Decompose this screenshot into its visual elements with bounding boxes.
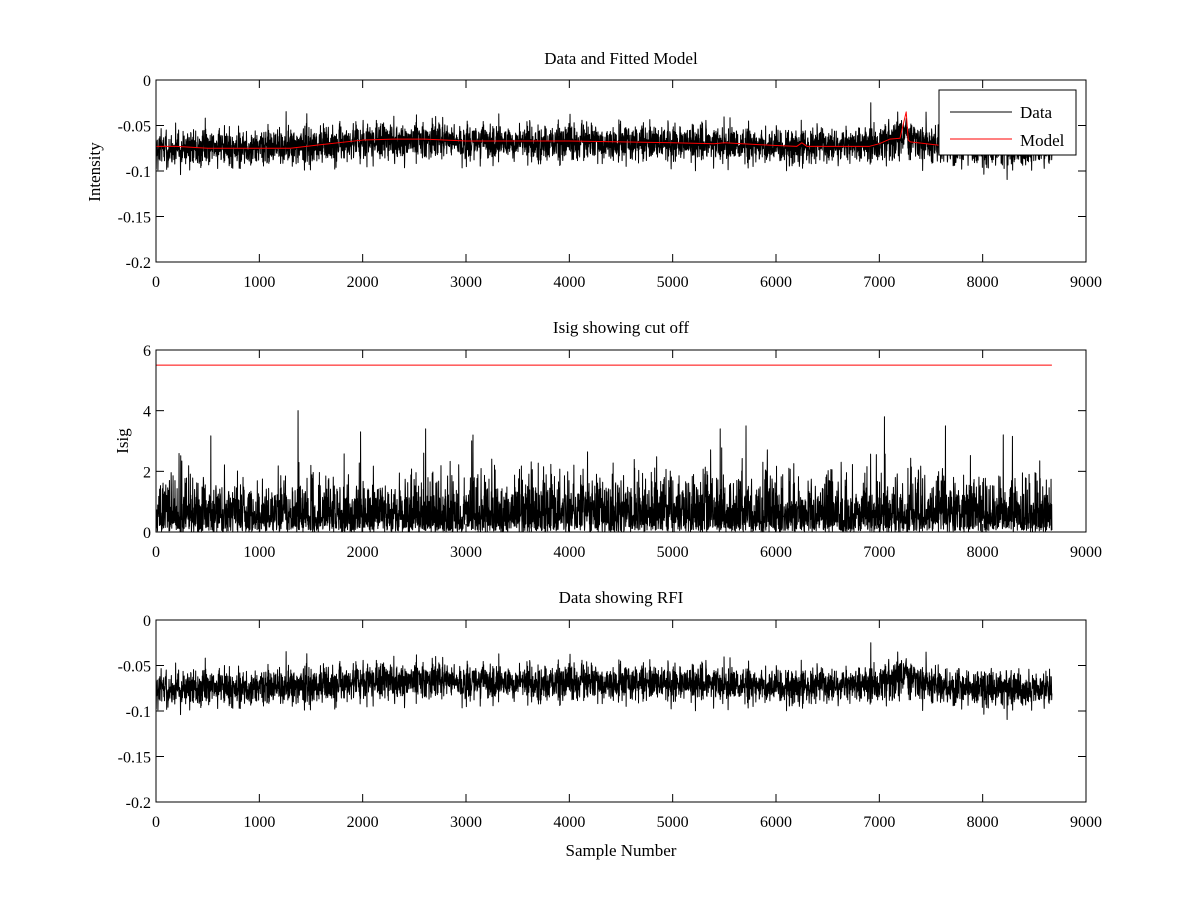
y-tick-label: -0.15 — [118, 210, 151, 227]
x-tick-label: 3000 — [450, 814, 482, 831]
y-tick-label: 6 — [143, 343, 151, 360]
x-tick-label: 4000 — [553, 544, 585, 561]
panel-2: Isig showing cut off Isig 0 1000 2000 3000 4… — [113, 318, 1102, 561]
x-tick-label: 0 — [152, 544, 160, 561]
y-tick-label: 2 — [143, 464, 151, 481]
x-tick-label: 5000 — [657, 814, 689, 831]
y-tick-label: 0 — [143, 525, 151, 542]
x-tick-label: 5000 — [657, 544, 689, 561]
y-tick-label: -0.05 — [118, 119, 151, 136]
x-tick-label: 1000 — [243, 544, 275, 561]
y-tick-label: 0 — [143, 613, 151, 630]
x-tick-label: 2000 — [347, 814, 379, 831]
x-tick-label: 4000 — [553, 814, 585, 831]
x-tick-label: 8000 — [967, 274, 999, 291]
x-tick-label: 1000 — [243, 814, 275, 831]
y-tick-label: 0 — [143, 73, 151, 90]
panel-2-ylabel: Isig — [113, 428, 132, 454]
x-tick-label: 9000 — [1070, 544, 1102, 561]
x-tick-label: 9000 — [1070, 274, 1102, 291]
x-tick-label: 7000 — [863, 274, 895, 291]
legend-box — [938, 89, 1077, 156]
series-signal-line — [156, 642, 1053, 720]
panel-3-plot-area — [156, 642, 1053, 720]
series-signal-line — [156, 410, 1053, 532]
x-tick-label: 5000 — [657, 274, 689, 291]
panel-2-title: Isig showing cut off — [553, 318, 689, 337]
panel-series-group — [156, 102, 1053, 180]
panel-2-plot-area — [156, 364, 1053, 532]
panel-series-group — [156, 364, 1053, 532]
x-tick-label: 6000 — [760, 274, 792, 291]
legend-model-label: Model — [1020, 131, 1065, 150]
x-tick-label: 7000 — [863, 544, 895, 561]
panel-3-title: Data showing RFI — [559, 588, 684, 607]
series-data-line — [156, 102, 1053, 180]
panel-1: Data and Fitted Model Intensity 0 1000 200… — [85, 49, 1102, 291]
x-tick-label: 8000 — [967, 814, 999, 831]
panel-1-plot-area — [156, 102, 1053, 180]
panel-3-axes: 0 1000 2000 3000 4000 5000 6000 7000 8000 90000-0… — [118, 613, 1102, 831]
panel-1-axes: 0 1000 2000 3000 4000 5000 6000 7000 8000 90000-0… — [118, 73, 1102, 291]
y-tick-label: -0.1 — [126, 704, 151, 721]
panel-1-legend: Data Model — [938, 89, 1077, 156]
panel-3-xlabel: Sample Number — [566, 841, 677, 860]
x-tick-label: 6000 — [760, 814, 792, 831]
panel-series-group — [156, 642, 1053, 720]
x-tick-label: 0 — [152, 814, 160, 831]
legend-data-label: Data — [1020, 103, 1053, 122]
x-tick-label: 6000 — [760, 544, 792, 561]
x-tick-label: 1000 — [243, 274, 275, 291]
panel-3: Data showing RFI 0 1000 2000 3000 4000 5000 60… — [118, 588, 1102, 860]
y-tick-label: -0.2 — [126, 255, 151, 272]
x-tick-label: 7000 — [863, 814, 895, 831]
x-tick-label: 9000 — [1070, 814, 1102, 831]
panel-1-ylabel: Intensity — [85, 142, 104, 202]
x-tick-label: 4000 — [553, 274, 585, 291]
y-tick-label: -0.2 — [126, 795, 151, 812]
x-tick-label: 3000 — [450, 544, 482, 561]
y-tick-label: 4 — [143, 404, 151, 421]
x-tick-label: 2000 — [347, 544, 379, 561]
series-model-line — [156, 111, 1052, 150]
x-tick-label: 3000 — [450, 274, 482, 291]
y-tick-label: -0.15 — [118, 750, 151, 767]
x-tick-label: 2000 — [347, 274, 379, 291]
axes-frame — [155, 349, 1087, 533]
panel-1-title: Data and Fitted Model — [544, 49, 698, 68]
x-tick-label: 8000 — [967, 544, 999, 561]
y-tick-label: -0.05 — [118, 659, 151, 676]
panel-2-axes: 0 1000 2000 3000 4000 5000 6000 7000 8000 9000 6 4 2… — [143, 343, 1102, 561]
y-tick-label: -0.1 — [126, 164, 151, 181]
x-tick-label: 0 — [152, 274, 160, 291]
